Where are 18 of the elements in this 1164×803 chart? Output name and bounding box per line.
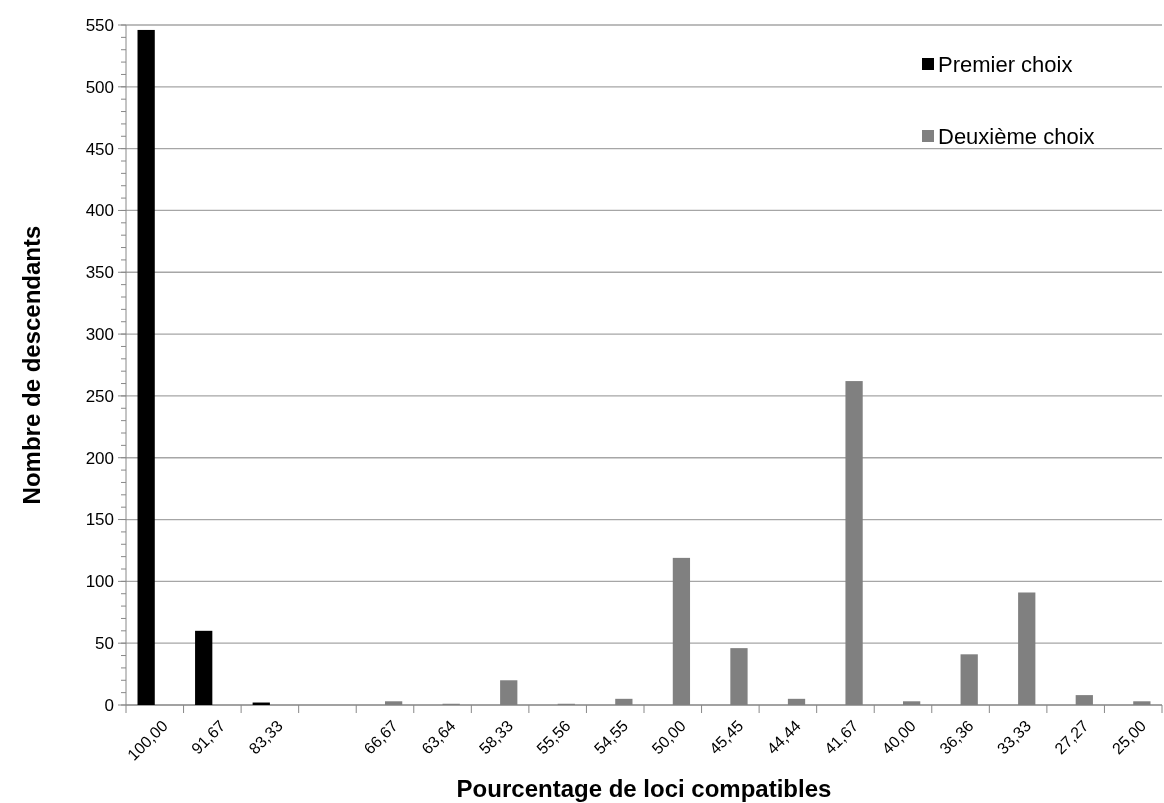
y-tick-label: 0 [104, 695, 114, 715]
bar [195, 630, 213, 705]
y-tick-label: 400 [85, 201, 114, 221]
y-axis-title: Nombre de descendants [18, 225, 45, 505]
y-tick-label: 550 [85, 15, 114, 35]
x-axis-title: Pourcentage de loci compatibles [456, 775, 832, 802]
y-tick-label: 500 [85, 77, 114, 97]
legend-label: Premier choix [938, 51, 1073, 77]
y-tick-label: 350 [85, 263, 114, 283]
y-tick-label: 450 [85, 139, 114, 159]
y-tick-label: 100 [85, 572, 114, 592]
legend-label: Deuxième choix [938, 123, 1095, 149]
y-tick-label: 50 [95, 634, 114, 654]
bar [137, 29, 155, 705]
y-tick-label: 250 [85, 386, 114, 406]
y-tick-label: 150 [85, 510, 114, 530]
y-tick-label: 200 [85, 448, 114, 468]
y-tick-label: 300 [85, 325, 114, 345]
